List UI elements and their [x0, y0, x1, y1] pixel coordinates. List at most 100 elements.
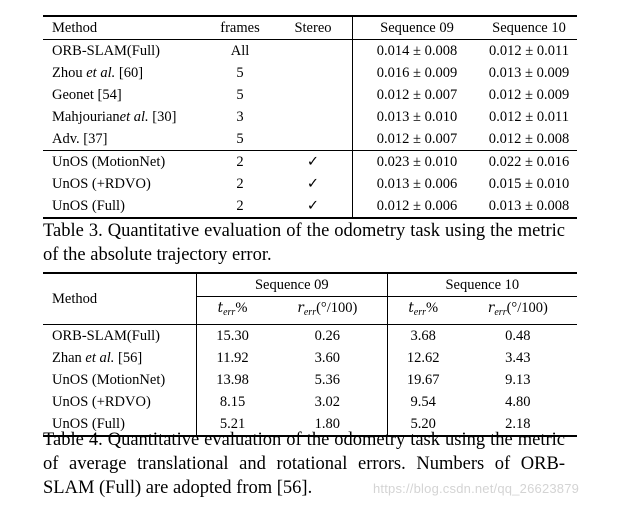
stereo-checkmark: ✓	[274, 173, 353, 195]
table-4-header-row-2: terr% rerr(°/100) terr% rerr(°/100)	[43, 296, 577, 325]
r09-cell: 1.80	[268, 413, 388, 436]
table-4-header-row-1: Method Sequence 09 Sequence 10	[43, 273, 577, 325]
seq09-cell-best: 0.012 ± 0.006	[376, 198, 458, 214]
table-row: UnOS (+RDVO) 2 ✓ 0.013 ± 0.006 0.015 ± 0…	[43, 173, 577, 195]
method-ref: [30]	[148, 109, 177, 125]
r-err-symbol: r	[487, 300, 495, 316]
method-ref: [56]	[114, 350, 143, 366]
table-row: UnOS (+RDVO) 8.15 3.02 9.54 4.80	[43, 391, 577, 413]
header-sequence-09: Sequence 09	[352, 16, 481, 40]
frames-cell: 2	[206, 150, 274, 173]
stereo-cell	[274, 84, 353, 106]
r09-cell: 3.02	[268, 391, 388, 413]
table-row: UnOS (MotionNet) 2 ✓ 0.023 ± 0.010 0.022…	[43, 150, 577, 173]
header-sequence-09: Sequence 09	[196, 273, 388, 297]
frames-cell: 2	[236, 198, 244, 214]
t-err-subscript: err	[223, 307, 236, 318]
method-et-al: et al.	[119, 109, 149, 125]
r-err-unit: (°/100)	[506, 300, 548, 316]
method-cell: UnOS (+RDVO)	[43, 391, 197, 413]
header-sequence-10: Sequence 10	[481, 16, 577, 40]
r09-cell: 5.36	[268, 369, 388, 391]
frames-cell: 5	[236, 87, 244, 103]
method-name: Zhou	[52, 65, 87, 81]
seq09-cell: 0.012 ± 0.007	[376, 131, 458, 147]
t-err-symbol: t	[217, 300, 224, 316]
r-err-subscript: err	[303, 307, 317, 318]
seq09-cell: 0.013 ± 0.010	[376, 109, 458, 125]
method-cell: Zhan et al. [56]	[43, 347, 197, 369]
t10-cell: 5.20	[410, 416, 436, 432]
stereo-checkmark: ✓	[274, 150, 353, 173]
r09-cell-best: 0.26	[268, 324, 388, 347]
seq10-cell: 0.013 ± 0.008	[488, 198, 570, 214]
header-stereo: Stereo	[274, 16, 353, 40]
stereo-cell	[274, 128, 353, 151]
stereo-cell	[274, 62, 353, 84]
method-et-al: et al.	[85, 350, 115, 366]
t-err-unit: %	[425, 300, 439, 316]
seq09-cell: 0.013 ± 0.006	[376, 176, 458, 192]
seq10-cell: 0.012 ± 0.009	[488, 87, 570, 103]
r10-cell: 4.80	[505, 394, 531, 410]
table-3: Method frames Stereo Sequence 09 Sequenc…	[43, 15, 577, 219]
frames-cell: All	[230, 43, 250, 59]
r10-cell-best: 0.48	[505, 328, 531, 344]
t10-cell: 19.67	[406, 372, 440, 388]
table-row: Zhan et al. [56] 11.92 3.60 12.62 3.43	[43, 347, 577, 369]
seq10-cell-best: 0.012 ± 0.008	[488, 131, 570, 147]
seq09-cell: 0.016 ± 0.009	[376, 65, 458, 81]
t10-cell: 12.62	[406, 350, 440, 366]
r-err-subscript: err	[494, 307, 507, 318]
method-cell: ORB-SLAM(Full)	[52, 43, 160, 59]
seq09-cell: 0.014 ± 0.008	[376, 43, 458, 59]
t09-cell-best: 5.21	[219, 416, 246, 432]
stereo-cell	[274, 106, 353, 128]
table-row: Zhou et al. [60] 5 0.016 ± 0.009 0.013 ±…	[43, 62, 577, 84]
table-4: Method Sequence 09 Sequence 10 terr% rer…	[43, 272, 577, 437]
method-cell: UnOS (+RDVO)	[52, 176, 151, 192]
r-err-unit: (°/100)	[316, 300, 358, 316]
seq10-cell: 0.013 ± 0.009	[488, 65, 570, 81]
table-3-caption: Table 3. Quantitative evaluation of the …	[43, 221, 565, 265]
r10-cell: 9.13	[505, 372, 531, 388]
t10-cell: 9.54	[410, 394, 436, 410]
header-sequence-10: Sequence 10	[387, 273, 577, 297]
method-name: Mahjourian	[52, 109, 120, 125]
method-cell: UnOS (MotionNet)	[43, 150, 206, 173]
method-cell: Zhou et al. [60]	[43, 62, 206, 84]
r-err-symbol: r	[297, 300, 304, 316]
t10-cell-best: 3.68	[410, 328, 436, 344]
header-t-err-09: terr%	[196, 296, 269, 325]
t-err-unit: %	[235, 300, 248, 316]
seq09-cell: 0.012 ± 0.007	[376, 87, 458, 103]
seq10-cell: 0.022 ± 0.016	[481, 150, 577, 173]
seq10-cell: 0.015 ± 0.010	[488, 176, 570, 192]
header-frames: frames	[206, 16, 274, 40]
frames-cell: 3	[236, 109, 244, 125]
method-cell: UnOS (MotionNet)	[43, 369, 197, 391]
t09-cell: 15.30	[216, 328, 249, 344]
table-4-caption: Table 4. Quantitative evaluation of the …	[43, 430, 565, 498]
r10-cell: 2.18	[505, 416, 531, 432]
method-cell: Mahjourianet al. [30]	[43, 106, 206, 128]
header-r-err-10: rerr(°/100)	[458, 296, 577, 325]
seq10-cell: 0.012 ± 0.011	[489, 43, 569, 59]
t-err-subscript: err	[413, 307, 426, 318]
frames-cell: 5	[236, 65, 244, 81]
method-name: Zhan	[52, 350, 86, 366]
frames-cell: 5	[236, 131, 244, 147]
table-row: Geonet [54] 5 0.012 ± 0.007 0.012 ± 0.00…	[43, 84, 577, 106]
stereo-checkmark: ✓	[274, 195, 353, 218]
t09-cell: 13.98	[216, 372, 249, 388]
method-cell: Geonet [54]	[52, 87, 122, 103]
table-row: Adv. [37] 5 0.012 ± 0.007 0.012 ± 0.008	[43, 128, 577, 151]
table-row: ORB-SLAM(Full) 15.30 0.26 3.68 0.48	[43, 324, 577, 347]
t-err-symbol: t	[408, 300, 414, 316]
method-et-al: et al.	[86, 65, 116, 81]
table-row: Mahjourianet al. [30] 3 0.013 ± 0.010 0.…	[43, 106, 577, 128]
table-row: UnOS (MotionNet) 13.98 5.36 19.67 9.13	[43, 369, 577, 391]
r09-cell: 3.60	[268, 347, 388, 369]
seq10-cell: 0.012 ± 0.011	[489, 109, 569, 125]
t09-cell: 8.15	[219, 394, 246, 410]
